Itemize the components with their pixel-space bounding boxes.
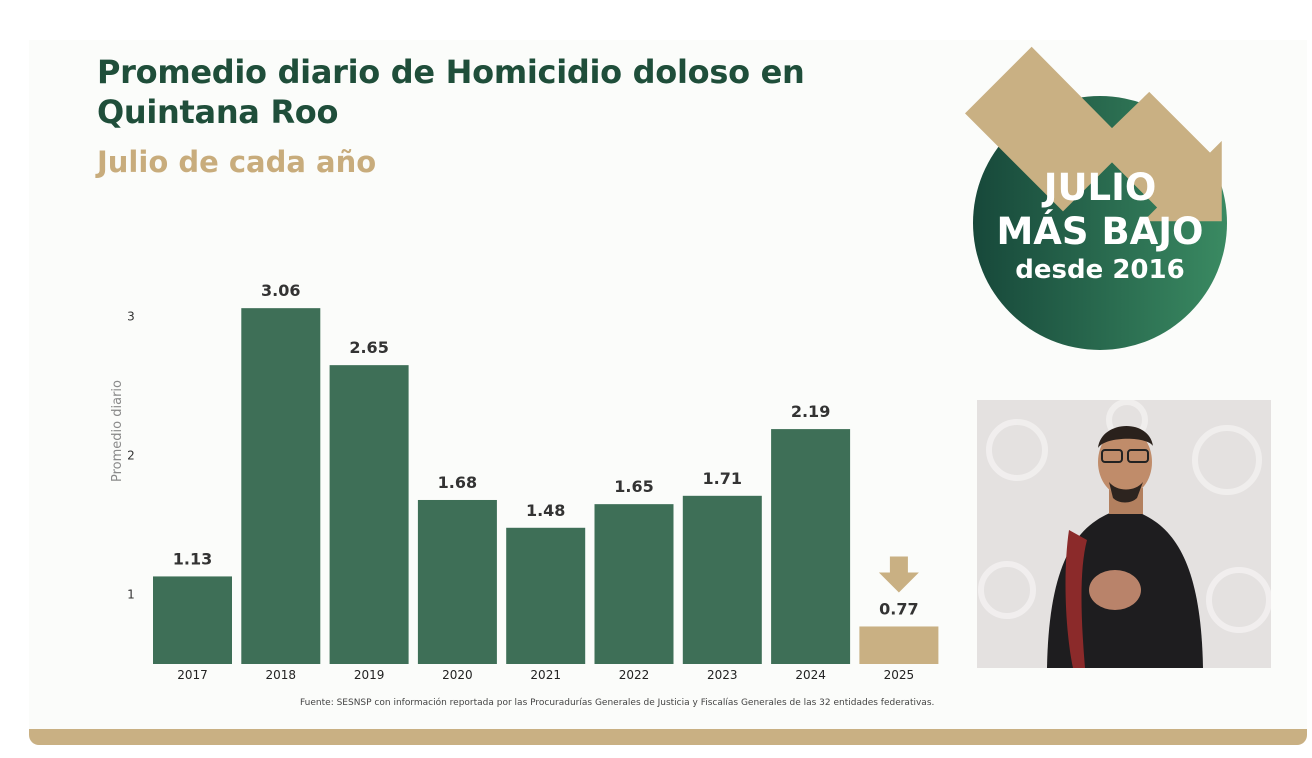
x-tick-label: 2017 bbox=[177, 668, 208, 682]
y-tick-label: 2 bbox=[127, 449, 135, 463]
data-label: 1.13 bbox=[173, 549, 212, 568]
data-label: 1.65 bbox=[614, 477, 653, 496]
y-axis-title: Promedio diario bbox=[110, 380, 125, 482]
x-tick-label: 2023 bbox=[707, 668, 738, 682]
badge-graphic bbox=[965, 46, 1227, 350]
data-label: 2.19 bbox=[791, 402, 830, 421]
badge-text: JULIO MÁS BAJO desde 2016 bbox=[975, 166, 1225, 286]
data-label: 3.06 bbox=[261, 281, 300, 300]
bar bbox=[506, 527, 586, 664]
x-tick-label: 2025 bbox=[884, 668, 915, 682]
bar bbox=[417, 499, 497, 664]
x-tick-label: 2019 bbox=[354, 668, 385, 682]
bar bbox=[682, 495, 762, 664]
down-arrow-icon bbox=[878, 556, 919, 593]
bar-chart: 1 2 3 Promedio diario 1.13 2017 3.06 2018 2.65 20… bbox=[110, 281, 939, 682]
data-label: 1.71 bbox=[703, 469, 742, 488]
y-tick-label: 3 bbox=[127, 310, 135, 324]
bar bbox=[153, 576, 232, 664]
x-tick-label: 2021 bbox=[530, 668, 561, 682]
bar bbox=[329, 365, 409, 664]
data-label: 1.68 bbox=[438, 473, 477, 492]
data-label: 2.65 bbox=[349, 338, 388, 357]
bar bbox=[594, 504, 674, 664]
data-label: 0.77 bbox=[879, 599, 918, 618]
x-tick-label: 2020 bbox=[442, 668, 473, 682]
badge-line-1: JULIO bbox=[1043, 166, 1157, 209]
bar bbox=[859, 626, 939, 664]
source-note: Fuente: SESNSP con información reportada… bbox=[300, 698, 935, 708]
sign-language-interpreter-video bbox=[977, 400, 1271, 668]
x-tick-label: 2022 bbox=[619, 668, 650, 682]
bottom-accent-bar bbox=[29, 729, 1307, 745]
x-tick-label: 2018 bbox=[266, 668, 297, 682]
bar bbox=[241, 308, 321, 664]
badge-line-2: MÁS BAJO bbox=[996, 210, 1204, 253]
x-tick-label: 2024 bbox=[795, 668, 826, 682]
data-label: 1.48 bbox=[526, 501, 565, 520]
badge-line-3: desde 2016 bbox=[1015, 255, 1185, 285]
bar bbox=[771, 429, 851, 664]
y-tick-label: 1 bbox=[127, 588, 135, 602]
chart-title: Promedio diario de Homicidio doloso en Q… bbox=[97, 53, 805, 131]
chart-subtitle: Julio de cada año bbox=[97, 145, 377, 179]
